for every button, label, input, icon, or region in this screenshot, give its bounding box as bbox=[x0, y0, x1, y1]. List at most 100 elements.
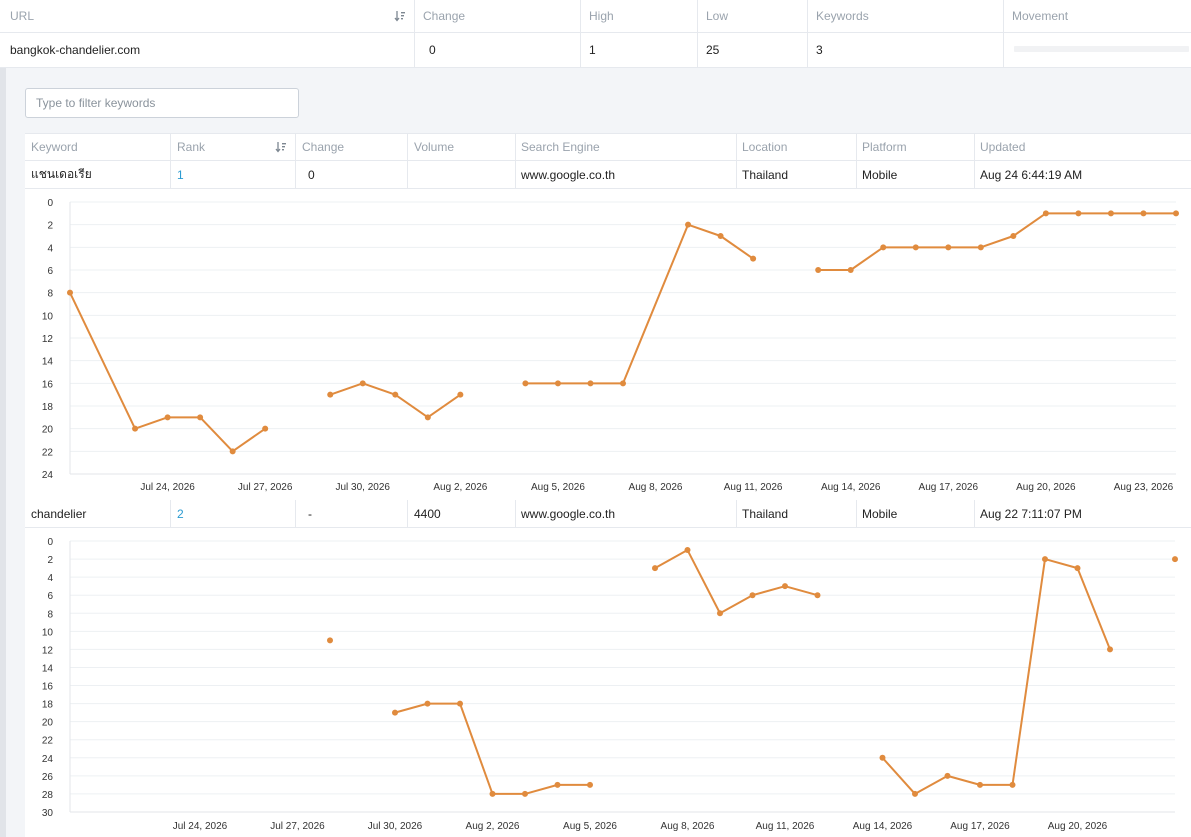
keyword-row[interactable]: chandelier 2 - 4400 www.google.co.th Tha… bbox=[25, 500, 1191, 528]
data-point bbox=[392, 709, 398, 716]
change-value: - bbox=[308, 506, 312, 521]
series-line bbox=[69, 292, 266, 453]
data-point bbox=[424, 700, 431, 707]
y-tick-label: 8 bbox=[47, 289, 53, 300]
rank-history-chart-2: 0 2 4 6 8 10 12 14 16 18 20 22 24 26 28 30 Jul 24, 2026 J… bbox=[25, 528, 1191, 837]
column-header-high[interactable]: High bbox=[581, 0, 698, 32]
series-line bbox=[525, 223, 754, 385]
data-point bbox=[359, 380, 366, 387]
updated-value: Aug 24 6:44:19 AM bbox=[980, 167, 1083, 182]
data-point bbox=[132, 425, 139, 432]
column-label-volume: Volume bbox=[414, 140, 455, 154]
y-tick-label: 14 bbox=[42, 357, 54, 368]
keyword-row[interactable]: แชนเดอเรีย 1 0 www.google.co.th Thailand… bbox=[25, 161, 1191, 189]
rank-cell: 2 bbox=[171, 500, 296, 527]
column-header-location[interactable]: Location bbox=[737, 134, 857, 160]
x-tick-label: Aug 11, 2026 bbox=[756, 821, 815, 832]
x-tick-label: Aug 23, 2026 bbox=[1114, 482, 1174, 493]
data-point bbox=[717, 233, 724, 239]
column-header-rank[interactable]: Rank bbox=[171, 134, 296, 160]
keywords-count: 3 bbox=[816, 43, 823, 57]
data-point bbox=[1042, 556, 1048, 563]
y-tick-label: 12 bbox=[42, 334, 54, 345]
data-point bbox=[1010, 233, 1017, 239]
series-line bbox=[329, 382, 461, 419]
data-point bbox=[814, 592, 821, 599]
data-point bbox=[1140, 210, 1147, 217]
sort-icon[interactable] bbox=[275, 141, 287, 153]
volume-value: 4400 bbox=[414, 506, 441, 521]
filter-keywords-input[interactable] bbox=[25, 88, 299, 118]
keyword-table-header: Keyword Rank Change Volume Search Engine… bbox=[25, 133, 1191, 161]
data-point bbox=[880, 244, 887, 251]
data-point bbox=[782, 583, 788, 590]
rank-link[interactable]: 2 bbox=[177, 506, 184, 521]
data-point bbox=[1107, 646, 1113, 653]
url-table-header: URL Change High Low Keywords Movement bbox=[0, 0, 1191, 33]
keywords-cell: 3 bbox=[808, 33, 1004, 67]
series-line bbox=[881, 558, 1111, 795]
rank-cell: 1 bbox=[171, 161, 296, 188]
data-point bbox=[457, 700, 463, 707]
y-tick-label: 16 bbox=[42, 682, 54, 693]
column-label-keyword: Keyword bbox=[31, 140, 78, 154]
x-tick-label: Aug 2, 2026 bbox=[466, 821, 520, 832]
column-header-url[interactable]: URL bbox=[0, 0, 415, 32]
search-engine-value: www.google.co.th bbox=[521, 167, 616, 182]
high-value: 1 bbox=[589, 43, 596, 57]
y-tick-label: 28 bbox=[42, 790, 54, 801]
column-header-low[interactable]: Low bbox=[698, 0, 808, 32]
data-point bbox=[522, 380, 529, 387]
change-value: 0 bbox=[429, 43, 436, 57]
location-value: Thailand bbox=[742, 506, 789, 521]
x-tick-label: Jul 30, 2026 bbox=[368, 821, 423, 832]
data-point bbox=[944, 772, 951, 779]
y-tick-label: 24 bbox=[42, 470, 54, 481]
y-tick-label: 12 bbox=[42, 645, 54, 656]
rank-link[interactable]: 1 bbox=[177, 167, 184, 182]
x-tick-label: Jul 27, 2026 bbox=[270, 821, 325, 832]
data-point bbox=[522, 790, 528, 797]
data-point bbox=[684, 547, 691, 554]
column-header-search-engine[interactable]: Search Engine bbox=[516, 134, 737, 160]
column-label-platform: Platform bbox=[862, 140, 907, 154]
column-label-movement: Movement bbox=[1012, 9, 1069, 23]
volume-cell bbox=[408, 161, 516, 188]
low-value: 25 bbox=[706, 43, 720, 57]
y-tick-label: 18 bbox=[42, 402, 54, 413]
column-header-keywords[interactable]: Keywords bbox=[808, 0, 1004, 32]
x-tick-label: Aug 8, 2026 bbox=[629, 482, 683, 493]
column-header-change[interactable]: Change bbox=[415, 0, 581, 32]
series-line bbox=[654, 549, 818, 615]
x-tick-label: Aug 11, 2026 bbox=[724, 482, 783, 493]
column-header-platform[interactable]: Platform bbox=[857, 134, 975, 160]
column-label-rank: Rank bbox=[177, 140, 206, 154]
y-tick-label: 22 bbox=[42, 736, 54, 747]
data-point bbox=[977, 244, 984, 251]
y-tick-label: 10 bbox=[42, 627, 54, 638]
column-header-volume[interactable]: Volume bbox=[408, 134, 516, 160]
data-point bbox=[620, 380, 626, 387]
high-cell: 1 bbox=[581, 33, 698, 67]
data-point bbox=[1173, 210, 1179, 217]
url-row[interactable]: bangkok-chandelier.com 0 1 25 3 bbox=[0, 33, 1191, 68]
column-header-updated[interactable]: Updated bbox=[975, 134, 1191, 160]
column-header-movement[interactable]: Movement bbox=[1004, 0, 1191, 32]
data-point bbox=[1042, 210, 1049, 217]
y-tick-label: 8 bbox=[47, 609, 53, 620]
column-header-change[interactable]: Change bbox=[296, 134, 408, 160]
data-point bbox=[1107, 210, 1114, 217]
sort-icon[interactable] bbox=[394, 10, 406, 22]
data-point bbox=[164, 414, 171, 421]
platform-value: Mobile bbox=[862, 506, 898, 521]
data-point bbox=[685, 221, 692, 228]
volume-cell: 4400 bbox=[408, 500, 516, 527]
data-point bbox=[945, 244, 952, 251]
y-tick-label: 4 bbox=[47, 573, 53, 584]
y-tick-label: 22 bbox=[42, 447, 54, 458]
search-engine-cell: www.google.co.th bbox=[516, 161, 737, 188]
y-tick-label: 2 bbox=[47, 555, 53, 566]
column-header-keyword[interactable]: Keyword bbox=[25, 134, 171, 160]
